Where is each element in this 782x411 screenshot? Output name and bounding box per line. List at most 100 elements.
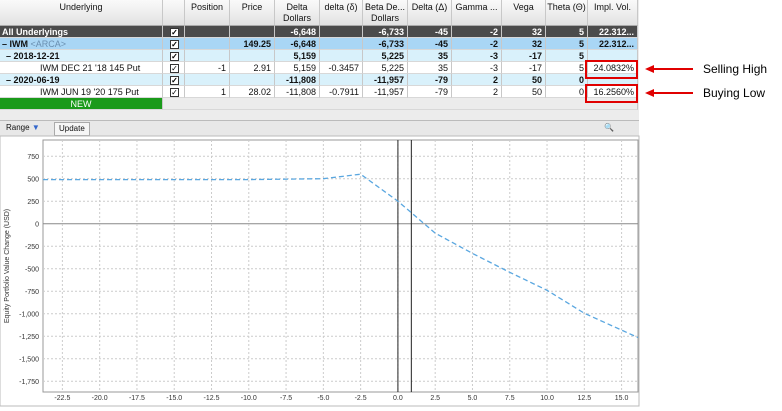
range-label: Range	[6, 123, 30, 132]
value-cell: -0.7911	[320, 86, 363, 98]
value-cell: 5	[546, 50, 588, 62]
checkbox[interactable]: ✓	[170, 88, 179, 97]
x-tick-label: 7.5	[505, 395, 515, 402]
value-cell: 24.0832%	[588, 62, 638, 74]
value-cell: -11,808	[275, 74, 320, 86]
value-cell: 5,225	[363, 62, 408, 74]
annotation: Buying Low	[703, 86, 765, 100]
x-tick-label: 15.0	[615, 395, 629, 402]
y-tick-label: -1,750	[19, 379, 39, 386]
payoff-line	[43, 173, 639, 339]
check-cell: ✓	[163, 86, 185, 98]
checkbox[interactable]: ✓	[170, 28, 179, 37]
x-tick-label: -17.5	[129, 395, 145, 402]
value-cell: -11,957	[363, 86, 408, 98]
zoom-button[interactable]: 🔍 Zoom	[604, 123, 625, 144]
x-tick-label: -7.5	[280, 395, 292, 402]
checkbox[interactable]: ✓	[170, 64, 179, 73]
value-cell: 16.2560%	[588, 86, 638, 98]
exchange-tag: <ARCA>	[30, 39, 67, 49]
column-header: Theta (Θ)	[546, 0, 588, 26]
value-cell: 35	[408, 62, 452, 74]
y-tick-label: -250	[25, 244, 39, 251]
column-header: delta (δ)	[320, 0, 363, 26]
underlying-label: 2018-12-21	[13, 51, 60, 61]
underlying-cell: – IWM <ARCA>	[0, 38, 163, 50]
underlying-cell: IWM JUN 19 '20 175 Put	[0, 86, 163, 98]
check-cell: ✓	[163, 74, 185, 86]
y-tick-label: -750	[25, 289, 39, 296]
check-cell: ✓	[163, 50, 185, 62]
value-cell: -6,648	[275, 38, 320, 50]
value-cell: -11,957	[363, 74, 408, 86]
y-axis-label: Equity Portfolio Value Change (USD)	[4, 209, 11, 323]
value-cell: 5,159	[275, 50, 320, 62]
column-header: Vega	[502, 0, 546, 26]
value-cell: -1	[185, 62, 230, 74]
column-header: Delta Dollars	[275, 0, 320, 26]
underlying-label: 2020-06-19	[13, 75, 60, 85]
value-cell: 50	[502, 74, 546, 86]
arrow-head	[645, 65, 654, 73]
value-cell	[185, 50, 230, 62]
underlying-cell: – 2018-12-21	[0, 50, 163, 62]
x-tick-label: -12.5	[204, 395, 220, 402]
value-cell: 22.312...	[588, 38, 638, 50]
x-tick-label: -10.0	[241, 395, 257, 402]
value-cell	[320, 38, 363, 50]
value-cell: 149.25	[230, 38, 275, 50]
value-cell: -17	[502, 62, 546, 74]
value-cell	[320, 50, 363, 62]
underlying-cell: – 2020-06-19	[0, 74, 163, 86]
tree-toggle[interactable]: –	[2, 39, 10, 49]
underlying-label: IWM	[9, 39, 29, 49]
annotation: Selling High	[703, 62, 767, 76]
value-cell: -2	[452, 38, 502, 50]
value-cell	[230, 50, 275, 62]
range-dropdown[interactable]: Range ▼	[6, 123, 40, 132]
value-cell: -6,648	[275, 26, 320, 38]
column-header	[163, 0, 185, 26]
column-header: Position	[185, 0, 230, 26]
value-cell	[320, 74, 363, 86]
underlying-label: All Underlyings	[2, 27, 69, 37]
checkbox[interactable]: ✓	[170, 76, 179, 85]
value-cell: -3	[452, 62, 502, 74]
value-cell: -6,733	[363, 38, 408, 50]
x-tick-label: -22.5	[54, 395, 70, 402]
value-cell: -17	[502, 50, 546, 62]
checkbox[interactable]: ✓	[170, 52, 179, 61]
value-cell	[588, 74, 638, 86]
value-cell	[320, 26, 363, 38]
underlying-label: IWM JUN 19 '20 175 Put	[40, 87, 139, 97]
value-cell: 22.312...	[588, 26, 638, 38]
value-cell: 0	[546, 86, 588, 98]
value-cell: 50	[502, 86, 546, 98]
update-button[interactable]: Update	[54, 122, 90, 136]
x-tick-label: 10.0	[540, 395, 554, 402]
tree-toggle[interactable]: –	[6, 75, 14, 85]
arrow-head	[645, 89, 654, 97]
checkbox[interactable]: ✓	[170, 40, 179, 49]
check-cell: ✓	[163, 26, 185, 38]
value-cell: 5	[546, 26, 588, 38]
y-tick-label: -1,250	[19, 334, 39, 341]
x-tick-label: -20.0	[92, 395, 108, 402]
x-tick-label: 0.0	[393, 395, 403, 402]
value-cell: -0.3457	[320, 62, 363, 74]
y-tick-label: -1,000	[19, 312, 39, 319]
value-cell: 28.02	[230, 86, 275, 98]
value-cell: 5,225	[363, 50, 408, 62]
x-tick-label: 2.5	[430, 395, 440, 402]
column-header: Gamma ...	[452, 0, 502, 26]
tree-toggle[interactable]: –	[6, 51, 14, 61]
column-header: Underlying	[0, 0, 163, 26]
new-row: NEW	[0, 98, 163, 110]
value-cell: 2	[452, 86, 502, 98]
x-tick-label: 5.0	[468, 395, 478, 402]
chart-panel	[0, 135, 640, 407]
zoom-label: Zoom	[604, 135, 625, 144]
value-cell	[230, 74, 275, 86]
column-header: Beta De... Dollars	[363, 0, 408, 26]
